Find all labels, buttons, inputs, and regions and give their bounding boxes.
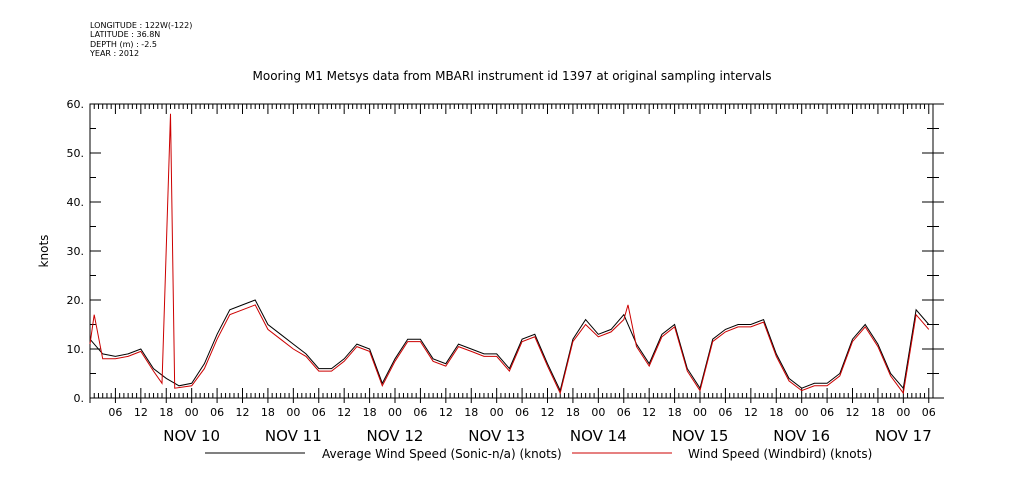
x-tick-label: 18 (159, 406, 173, 419)
latitude-label: LATITUDE : 36.8N (90, 30, 161, 40)
chart-title: Mooring M1 Metsys data from MBARI instru… (253, 69, 772, 83)
x-day-label: NOV 16 (773, 427, 830, 445)
y-tick-label: 0. (74, 392, 85, 405)
x-tick-label: 12 (642, 406, 656, 419)
legend-label-windbird: Wind Speed (Windbird) (knots) (688, 447, 872, 461)
x-tick-label: 12 (337, 406, 351, 419)
x-day-label: NOV 15 (672, 427, 729, 445)
x-tick-label: 06 (312, 406, 326, 419)
y-tick-labels: 0. 10. 20. 30. 40. 50. 60. (67, 98, 85, 405)
series-line-windbird (89, 113, 930, 395)
x-day-label: NOV 12 (367, 427, 424, 445)
x-tick-label: 18 (261, 406, 275, 419)
y-tick-label: 60. (67, 98, 85, 111)
x-day-label: NOV 14 (570, 427, 627, 445)
station-metadata: LONGITUDE : 122W(-122) LATITUDE : 36.8N … (90, 21, 192, 58)
y-tick-label: 40. (67, 196, 85, 209)
axis-ticks (89, 103, 944, 403)
x-tick-label: 18 (769, 406, 783, 419)
legend: Average Wind Speed (Sonic-n/a) (knots) W… (205, 447, 872, 461)
y-tick-label: 10. (67, 343, 85, 356)
x-tick-label: 06 (210, 406, 224, 419)
x-tick-label: 18 (668, 406, 682, 419)
x-tick-label: 06 (413, 406, 427, 419)
x-tick-label: 00 (490, 406, 504, 419)
y-axis-label: knots (37, 235, 51, 268)
x-day-label: NOV 11 (265, 427, 322, 445)
x-tick-label: 18 (363, 406, 377, 419)
x-day-labels: NOV 10 NOV 11 NOV 12 NOV 13 NOV 14 NOV 15 NOV … (163, 427, 932, 445)
x-tick-label: 06 (922, 406, 936, 419)
x-tick-label: 00 (795, 406, 809, 419)
x-tick-label: 00 (185, 406, 199, 419)
x-tick-label: 12 (134, 406, 148, 419)
x-tick-label: 18 (566, 406, 580, 419)
y-tick-label: 20. (67, 294, 85, 307)
year-label: YEAR : 2012 (90, 48, 140, 58)
depth-label: DEPTH (m) : -2.5 (90, 39, 157, 49)
plot-frame (89, 103, 934, 399)
series-line-average-wind (89, 299, 930, 393)
data-series (89, 113, 930, 395)
x-tick-labels: 06 12 18 00 06 12 18 00 06 12 18 00 06 12 18 00 06 12 18 00… (108, 406, 935, 419)
x-tick-label: 12 (236, 406, 250, 419)
x-tick-label: 12 (744, 406, 758, 419)
legend-label-average-wind: Average Wind Speed (Sonic-n/a) (knots) (322, 447, 562, 461)
x-tick-label: 00 (286, 406, 300, 419)
x-tick-label: 00 (896, 406, 910, 419)
x-tick-label: 06 (617, 406, 631, 419)
x-tick-label: 12 (541, 406, 555, 419)
x-tick-label: 18 (464, 406, 478, 419)
x-tick-label: 18 (871, 406, 885, 419)
x-tick-label: 12 (439, 406, 453, 419)
x-day-label: NOV 13 (468, 427, 525, 445)
x-tick-label: 00 (591, 406, 605, 419)
x-tick-label: 06 (820, 406, 834, 419)
x-tick-label: 12 (846, 406, 860, 419)
x-tick-label: 06 (515, 406, 529, 419)
y-tick-label: 50. (67, 147, 85, 160)
x-day-label: NOV 10 (163, 427, 220, 445)
x-tick-label: 06 (108, 406, 122, 419)
x-tick-label: 00 (388, 406, 402, 419)
x-tick-label: 06 (718, 406, 732, 419)
x-tick-label: 00 (693, 406, 707, 419)
y-tick-label: 30. (67, 245, 85, 258)
longitude-label: LONGITUDE : 122W(-122) (90, 21, 193, 30)
x-day-label: NOV 17 (875, 427, 932, 445)
